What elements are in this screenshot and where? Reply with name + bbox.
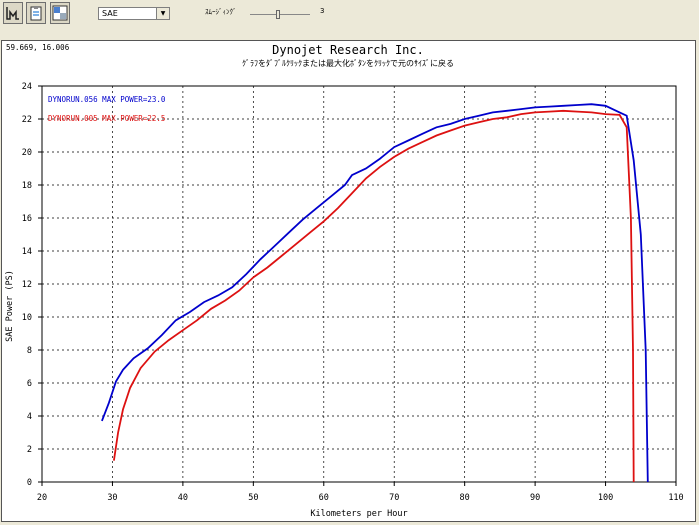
- x-tick-label: 30: [107, 493, 117, 503]
- cursor-readout: 59.669, 16.006: [6, 43, 70, 52]
- dyno-icon: [6, 7, 19, 20]
- y-tick-label: 14: [22, 247, 32, 257]
- smoothing-value: 3: [320, 7, 325, 15]
- smoothing-slider[interactable]: [250, 10, 310, 20]
- y-tick-label: 18: [22, 181, 32, 191]
- y-axis-label: SAE Power (PS): [5, 270, 15, 342]
- legend-entry-1: DYNORUN.056 MAX POWER=23.0: [48, 95, 166, 104]
- x-axis-label: Kilometers per Hour: [310, 509, 407, 519]
- layout-icon: [52, 5, 68, 21]
- y-tick-label: 0: [27, 478, 32, 488]
- slider-track: [250, 14, 310, 15]
- x-tick-label: 70: [389, 493, 399, 503]
- dyno-chart: 59.669, 16.006 Dynojet Research Inc. ｸﾞﾗ…: [5, 43, 684, 519]
- power-standard-select[interactable]: SAE ▼: [98, 7, 170, 20]
- smoothing-label: ｽﾑｰｼﾞｨﾝｸﾞ: [205, 8, 237, 16]
- x-tick-label: 60: [319, 493, 329, 503]
- x-tick-label: 20: [37, 493, 47, 503]
- series-lines: [101, 103, 649, 483]
- x-tick-label: 110: [668, 493, 683, 503]
- chart-subtitle: ｸﾞﾗﾌをﾀﾞﾌﾞﾙｸﾘｯｸまたは最大化ﾎﾞﾀﾝをｸﾘｯｸで元のｻｲｽﾞに戻る: [242, 58, 454, 68]
- series-line-2: [113, 109, 635, 483]
- y-tick-label: 8: [27, 346, 32, 356]
- toolbar: SAE ▼ ｽﾑｰｼﾞｨﾝｸﾞ 3: [0, 0, 699, 32]
- y-tick-label: 6: [27, 379, 32, 389]
- y-tick-label: 22: [22, 115, 32, 125]
- chevron-down-icon[interactable]: ▼: [156, 8, 169, 19]
- y-tick-label: 4: [27, 412, 32, 422]
- y-tick-label: 20: [22, 148, 32, 158]
- chart-title: Dynojet Research Inc.: [272, 43, 424, 57]
- x-tick-label: 90: [530, 493, 540, 503]
- x-tick-label: 50: [248, 493, 258, 503]
- grid: [42, 86, 676, 482]
- x-tick-label: 80: [460, 493, 470, 503]
- x-tick-label: 40: [178, 493, 188, 503]
- series-line-1: [101, 103, 649, 483]
- x-tick-label: 100: [598, 493, 613, 503]
- slider-thumb[interactable]: [276, 10, 280, 19]
- layout-button[interactable]: [50, 2, 70, 24]
- y-tick-label: 12: [22, 280, 32, 290]
- y-tick-label: 16: [22, 214, 32, 224]
- plot-frame: [41, 85, 677, 483]
- y-tick-label: 2: [27, 445, 32, 455]
- clipboard-icon: [30, 6, 42, 21]
- clipboard-button[interactable]: [26, 2, 46, 24]
- legend: DYNORUN.056 MAX POWER=23.0 DYNORUN.005 MA…: [48, 95, 166, 123]
- power-standard-value: SAE: [102, 9, 118, 18]
- dyno-button[interactable]: [3, 2, 23, 24]
- y-tick-label: 10: [22, 313, 32, 323]
- graph-panel[interactable]: 59.669, 16.006 Dynojet Research Inc. ｸﾞﾗ…: [1, 40, 696, 522]
- legend-entry-2: DYNORUN.005 MAX POWER=22.5: [48, 114, 165, 123]
- y-tick-label: 24: [22, 82, 32, 92]
- axes: 20 30 40 50 60 70 80 90 100 110024681012141618202…: [22, 82, 684, 503]
